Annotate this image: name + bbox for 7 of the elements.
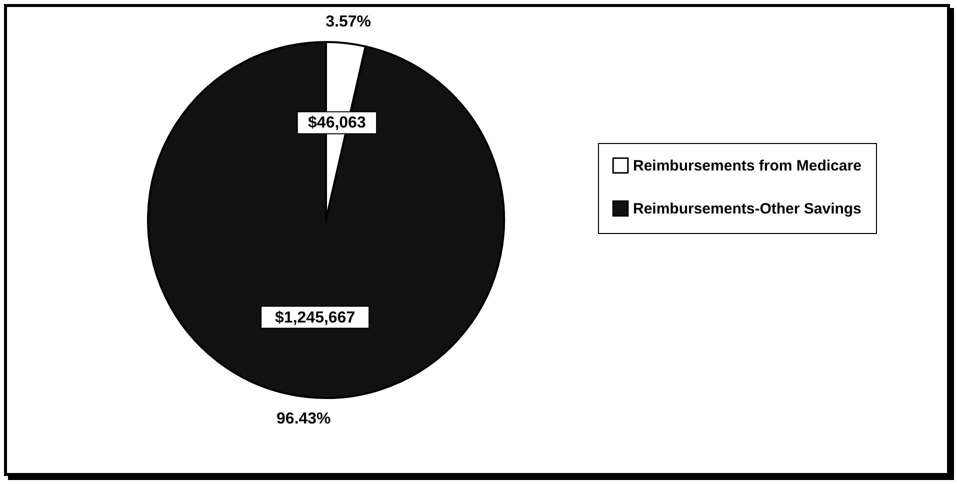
- data-label: $46,063: [308, 114, 366, 132]
- text: 3.57%: [326, 13, 372, 30]
- pie-slice: [147, 41, 505, 399]
- text: 96.43%: [276, 410, 331, 428]
- legend-label: Reimbursements-Other Savings: [633, 200, 862, 218]
- legend-label: Reimbursements from Medicare: [633, 158, 862, 174]
- data-label: $1,245,667: [275, 309, 356, 326]
